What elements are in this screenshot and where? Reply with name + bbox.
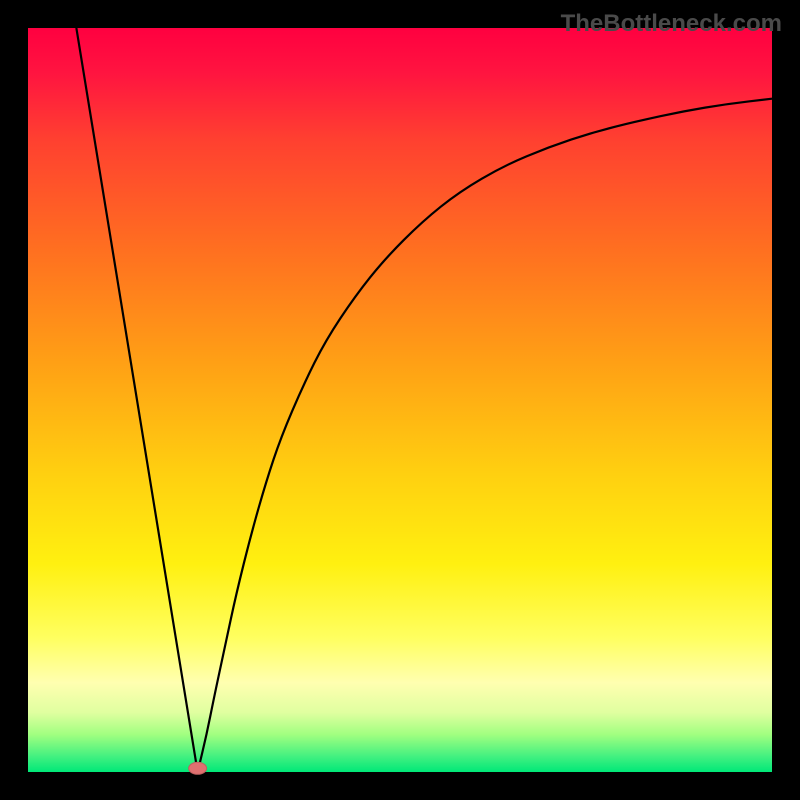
chart-background [28,28,772,772]
bottleneck-chart [0,0,800,800]
watermark-text: TheBottleneck.com [561,10,782,38]
chart-container: TheBottleneck.com [0,0,800,800]
optimal-point-marker [189,762,207,774]
